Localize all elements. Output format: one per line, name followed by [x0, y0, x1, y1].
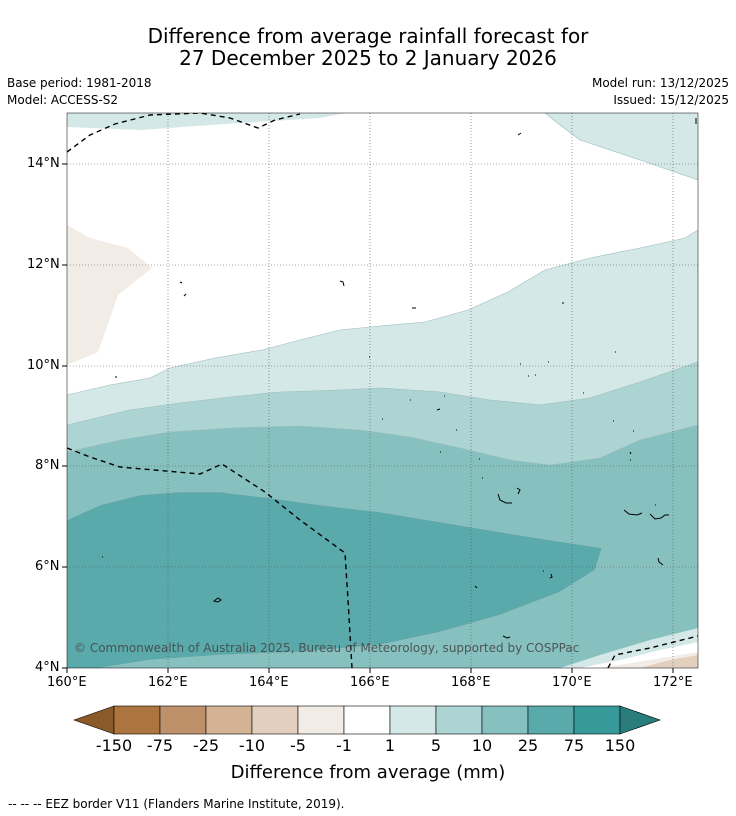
colorbar-label-150: 150	[604, 736, 636, 755]
colorbar-label-neg5: -5	[290, 736, 306, 755]
graticule	[67, 113, 698, 668]
colorbar-segment-2	[159, 705, 207, 735]
lon-label-170e: 170°E	[552, 675, 592, 690]
colorbar-label-neg75: -75	[146, 736, 174, 755]
model-run: Model run: 13/12/2025	[591, 76, 729, 90]
lat-label-12n: 12°N	[27, 257, 60, 272]
colorbar-segment-8	[435, 705, 483, 735]
colorbar-segment-7	[389, 705, 437, 735]
contour-1-5mm-north-east	[545, 113, 698, 180]
colorbar-segment-3	[205, 705, 253, 735]
map-frame	[66, 112, 699, 669]
lon-label-172e: 172°E	[653, 675, 693, 690]
copyright-notice: © Commonwealth of Australia 2025, Bureau…	[74, 641, 580, 655]
colorbar-label-neg1: -1	[336, 736, 352, 755]
lat-label-14n: 14°N	[27, 156, 60, 171]
colorbar-label-neg150: -150	[95, 736, 133, 755]
colorbar-label-neg25: -25	[192, 736, 220, 755]
lat-label-8n: 8°N	[35, 458, 60, 473]
lon-label-162e: 162°E	[148, 675, 188, 690]
lon-label-166e: 166°E	[350, 675, 390, 690]
lat-label-4n: 4°N	[35, 660, 60, 675]
axis-ticks	[62, 163, 674, 673]
colorbar-segment-10	[527, 705, 575, 735]
issued-date: Issued: 15/12/2025	[613, 93, 729, 107]
lon-label-160e: 160°E	[47, 675, 87, 690]
eez-footnote: -- -- -- EEZ border V11 (Flanders Marine…	[8, 797, 345, 811]
base-period: Base period: 1981-2018	[7, 76, 152, 90]
colorbar-label-5: 5	[430, 736, 442, 755]
colorbar-label-neg10: -10	[238, 736, 266, 755]
model-name: Model: ACCESS-S2	[7, 93, 119, 107]
colorbar-segment-4	[251, 705, 299, 735]
lon-label-168e: 168°E	[451, 675, 491, 690]
chart-title-line2: 27 December 2025 to 2 January 2026	[179, 46, 557, 70]
contour-lines	[67, 113, 698, 668]
colorbar-segment-5	[297, 705, 345, 735]
colorbar-extend-low	[73, 705, 115, 735]
contour-neg1-neg5mm-west	[67, 225, 152, 365]
contour-neg5-neg10mm-south-east	[640, 655, 698, 668]
lon-label-164e: 164°E	[249, 675, 289, 690]
colorbar-label-25: 25	[517, 736, 539, 755]
colorbar-label-75: 75	[563, 736, 585, 755]
colorbar-label-10: 10	[471, 736, 493, 755]
colorbar	[73, 705, 661, 735]
chart-title-line1: Difference from average rainfall forecas…	[147, 24, 589, 48]
contour-25-75mm	[67, 492, 602, 668]
contour-1-5mm-north-west	[67, 113, 345, 130]
eez-border	[67, 113, 698, 668]
colorbar-segment-11	[573, 705, 621, 735]
colorbar-segment-1	[113, 705, 161, 735]
colorbar-segment-9	[481, 705, 529, 735]
colorbar-extend-high	[619, 705, 661, 735]
lat-label-6n: 6°N	[35, 559, 60, 574]
islands	[102, 118, 697, 639]
lat-label-10n: 10°N	[27, 358, 60, 373]
colorbar-title: Difference from average (mm)	[230, 762, 506, 783]
colorbar-segment-6	[343, 705, 391, 735]
colorbar-label-1: 1	[384, 736, 396, 755]
